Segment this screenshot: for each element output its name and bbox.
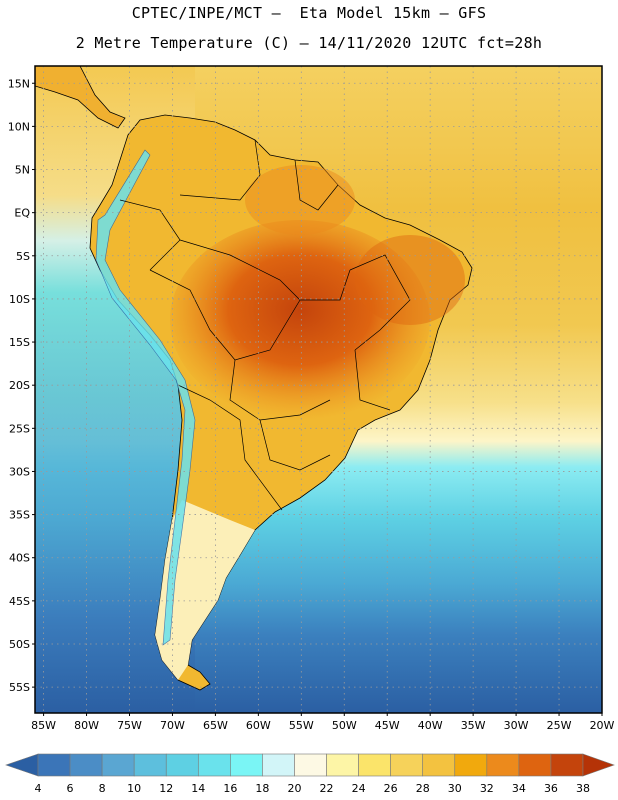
colorbar-swatch [101, 753, 135, 777]
lon-tick-label: 45W [375, 719, 400, 732]
map-frame [34, 65, 603, 714]
lat-tick-label: 55S [9, 681, 30, 694]
country-borders [119, 139, 411, 511]
colorbar-label: 6 [67, 782, 74, 795]
lon-tick-label: 70W [160, 719, 185, 732]
lon-tick-label: 80W [74, 719, 99, 732]
lat-tick-label: 10S [9, 293, 30, 306]
colorbar-swatch [358, 753, 391, 777]
colorbar-swatch [230, 753, 263, 777]
lat-tick-label: 50S [9, 638, 30, 651]
colorbar-arrow-right [582, 753, 615, 777]
colorbar-swatch [518, 753, 552, 777]
colorbar-label: 16 [223, 782, 237, 795]
colorbar-label: 14 [191, 782, 205, 795]
colorbar-swatch [165, 753, 199, 777]
colorbar-label: 36 [544, 782, 558, 795]
hot-region-brazil [170, 220, 430, 420]
title-line-1: CPTEC/INPE/MCT – Eta Model 15km – GFS [131, 4, 487, 22]
colorbar-label: 34 [512, 782, 526, 795]
colorbar-label: 32 [480, 782, 494, 795]
colorbar-arrow-left [5, 753, 39, 777]
colorbar-label: 30 [448, 782, 462, 795]
colorbar-swatch [262, 753, 295, 777]
lat-tick-label: 45S [9, 595, 30, 608]
lat-tick-label: 30S [9, 465, 30, 478]
lon-tick-label: 40W [418, 719, 443, 732]
colorbar-swatch [422, 753, 456, 777]
lat-tick-label: 5N [15, 164, 30, 177]
colorbar-label: 4 [35, 782, 42, 795]
lat-tick-label: 5S [16, 250, 30, 263]
colorbar-swatch [454, 753, 488, 777]
colorbar-swatch [294, 753, 327, 777]
hot-region-northeast [355, 235, 465, 325]
lon-tick-label: 65W [203, 719, 228, 732]
colorbar-label: 26 [384, 782, 398, 795]
colorbar-swatch [486, 753, 520, 777]
colorbar-swatch [197, 753, 231, 777]
lon-tick-label: 30W [504, 719, 529, 732]
lat-tick-label: 10N [8, 120, 30, 133]
colorbar-swatch [69, 753, 103, 777]
lat-tick-label: 20S [9, 379, 30, 392]
central-america-land [35, 66, 126, 129]
colorbar-label: 28 [416, 782, 430, 795]
lat-tick-label: 35S [9, 509, 30, 522]
colorbar-label: 18 [255, 782, 269, 795]
lat-tick-label: 15S [9, 336, 30, 349]
colorbar-swatch [326, 753, 359, 777]
lon-tick-label: 60W [246, 719, 271, 732]
colorbar-swatch [37, 753, 71, 777]
colorbar-label: 38 [576, 782, 590, 795]
lat-tick-label: 15N [8, 77, 30, 90]
temperature-map: 15N 10N 5N EQ 5S 10S 15S 20S 25S 30S 35S 40S 45S 50S 5… [8, 65, 615, 732]
lon-tick-label: 35W [461, 719, 486, 732]
lat-tick-label: 25S [9, 422, 30, 435]
colorbar-swatch [390, 753, 424, 777]
colorbar-label: 22 [320, 782, 334, 795]
andes-cold-strip [95, 149, 196, 646]
lon-tick-label: 50W [332, 719, 357, 732]
lon-tick-label: 55W [289, 719, 314, 732]
lon-tick-label: 85W [31, 719, 56, 732]
colorbar-label: 8 [99, 782, 106, 795]
colorbar-label: 12 [159, 782, 173, 795]
lon-tick-label: 25W [547, 719, 572, 732]
colorbar: 4 6 8 10 12 14 16 18 20 22 24 26 28 30 32 34 36 38 [5, 753, 615, 795]
colorbar-label: 24 [352, 782, 366, 795]
colorbar-swatch [133, 753, 167, 777]
lat-tick-label: EQ [14, 207, 30, 220]
lon-tick-label: 20W [590, 719, 615, 732]
lon-tick-label: 75W [117, 719, 142, 732]
lat-lon-grid [35, 66, 602, 713]
colorbar-label: 10 [127, 782, 141, 795]
colorbar-swatch [550, 753, 584, 777]
colorbar-label: 20 [287, 782, 301, 795]
title-line-2: 2 Metre Temperature (C) – 14/11/2020 12U… [75, 34, 543, 52]
lat-tick-label: 40S [9, 552, 30, 565]
